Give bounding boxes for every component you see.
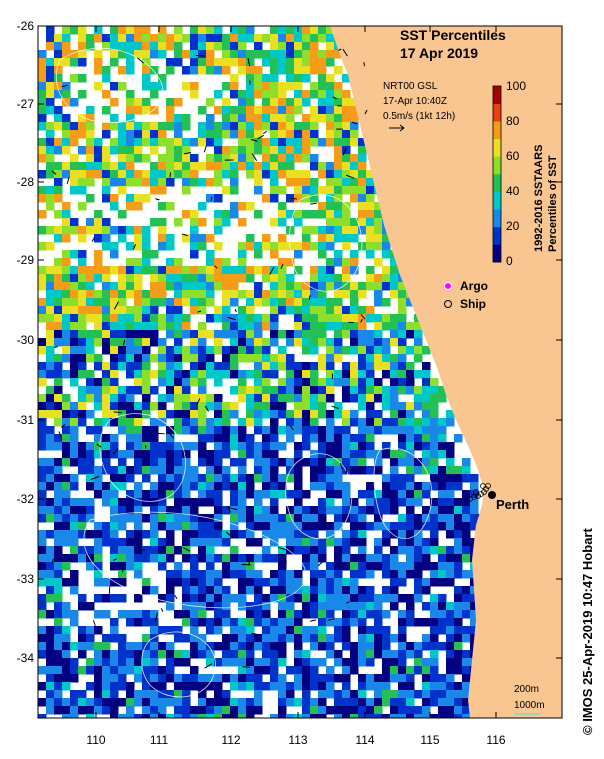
legend-ship: Ship bbox=[460, 297, 486, 311]
map-frame bbox=[37, 25, 563, 719]
colorbar-tick: 60 bbox=[506, 149, 520, 163]
land-mass bbox=[330, 26, 562, 718]
colorbar-swatch bbox=[493, 244, 501, 263]
x-axis-labels: 110 111 112 113 114 115 116 bbox=[86, 733, 505, 747]
x-tick-label: 112 bbox=[221, 733, 240, 747]
colorbar-swatch bbox=[493, 121, 501, 140]
reference-arrow bbox=[389, 124, 405, 132]
place-perth: Perth bbox=[496, 497, 530, 512]
colorbar-swatch bbox=[493, 226, 501, 245]
scale-1000m: 1000m bbox=[514, 700, 545, 711]
colorbar-tick: 0 bbox=[506, 254, 513, 268]
y-tick-label: -28 bbox=[17, 175, 35, 189]
y-tick-label: -34 bbox=[17, 651, 35, 665]
colorbar-swatch bbox=[493, 191, 501, 210]
current-contours bbox=[55, 47, 433, 698]
y-tick-label: -27 bbox=[17, 97, 35, 111]
x-tick-label: 110 bbox=[86, 733, 105, 747]
x-tick-label: 116 bbox=[486, 733, 505, 747]
info-time: 17-Apr 10:40Z bbox=[383, 96, 447, 107]
y-tick-label: -29 bbox=[17, 253, 35, 267]
title-line: SST Percentiles bbox=[400, 27, 506, 43]
y-axis-labels: -26 -27 -28 -29 -30 -31 -32 -33 -34 bbox=[17, 19, 35, 665]
x-tick-label: 111 bbox=[150, 733, 169, 747]
y-tick-label: -31 bbox=[17, 413, 35, 427]
y-tick-label: -32 bbox=[17, 492, 35, 506]
credit-text: © IMOS 25-Apr-2019 10:47 Hobart bbox=[580, 528, 595, 735]
info-block: NRT00 GSL 17-Apr 10:40Z 0.5m/s (1kt 12h) bbox=[383, 79, 455, 124]
axis-ticks bbox=[38, 25, 562, 718]
perth-location-icon bbox=[488, 491, 496, 499]
colorbar-swatch bbox=[493, 86, 501, 104]
colorbar-tick: 100 bbox=[506, 79, 526, 93]
colorbar: 100 80 60 40 20 0 bbox=[492, 79, 526, 268]
colorbar-swatch bbox=[493, 156, 501, 175]
y-tick-label: -30 bbox=[17, 333, 35, 347]
colorbar-subtitle: Percentiles of SST bbox=[547, 155, 559, 252]
colorbar-swatch bbox=[493, 103, 501, 122]
sst-percentile-field bbox=[38, 26, 487, 718]
y-tick-label: -33 bbox=[17, 572, 35, 586]
x-tick-label: 113 bbox=[288, 733, 307, 747]
title-date: 17 Apr 2019 bbox=[400, 45, 479, 61]
colorbar-tick: 80 bbox=[506, 114, 520, 128]
info-product: NRT00 GSL bbox=[383, 81, 438, 92]
info-scale: 0.5m/s (1kt 12h) bbox=[383, 111, 456, 122]
current-vectors bbox=[51, 48, 368, 674]
argo-marker-icon bbox=[444, 282, 452, 290]
colorbar-tick: 40 bbox=[506, 184, 520, 198]
ship-track bbox=[467, 483, 491, 502]
colorbar-title: 1992-2016 SSTAARS bbox=[533, 144, 545, 252]
colorbar-swatch bbox=[493, 174, 501, 192]
x-tick-label: 115 bbox=[420, 733, 439, 747]
legend-argo: Argo bbox=[460, 279, 488, 293]
x-tick-label: 114 bbox=[355, 733, 374, 747]
ship-marker-icon bbox=[444, 300, 452, 308]
map-title: SST Percentiles 17 Apr 2019 bbox=[400, 26, 506, 62]
colorbar-swatch bbox=[493, 209, 501, 228]
scale-200m: 200m bbox=[514, 684, 540, 695]
colorbar-tick: 20 bbox=[506, 219, 520, 233]
y-tick-label: -26 bbox=[17, 19, 35, 33]
colorbar-swatch bbox=[493, 138, 501, 157]
